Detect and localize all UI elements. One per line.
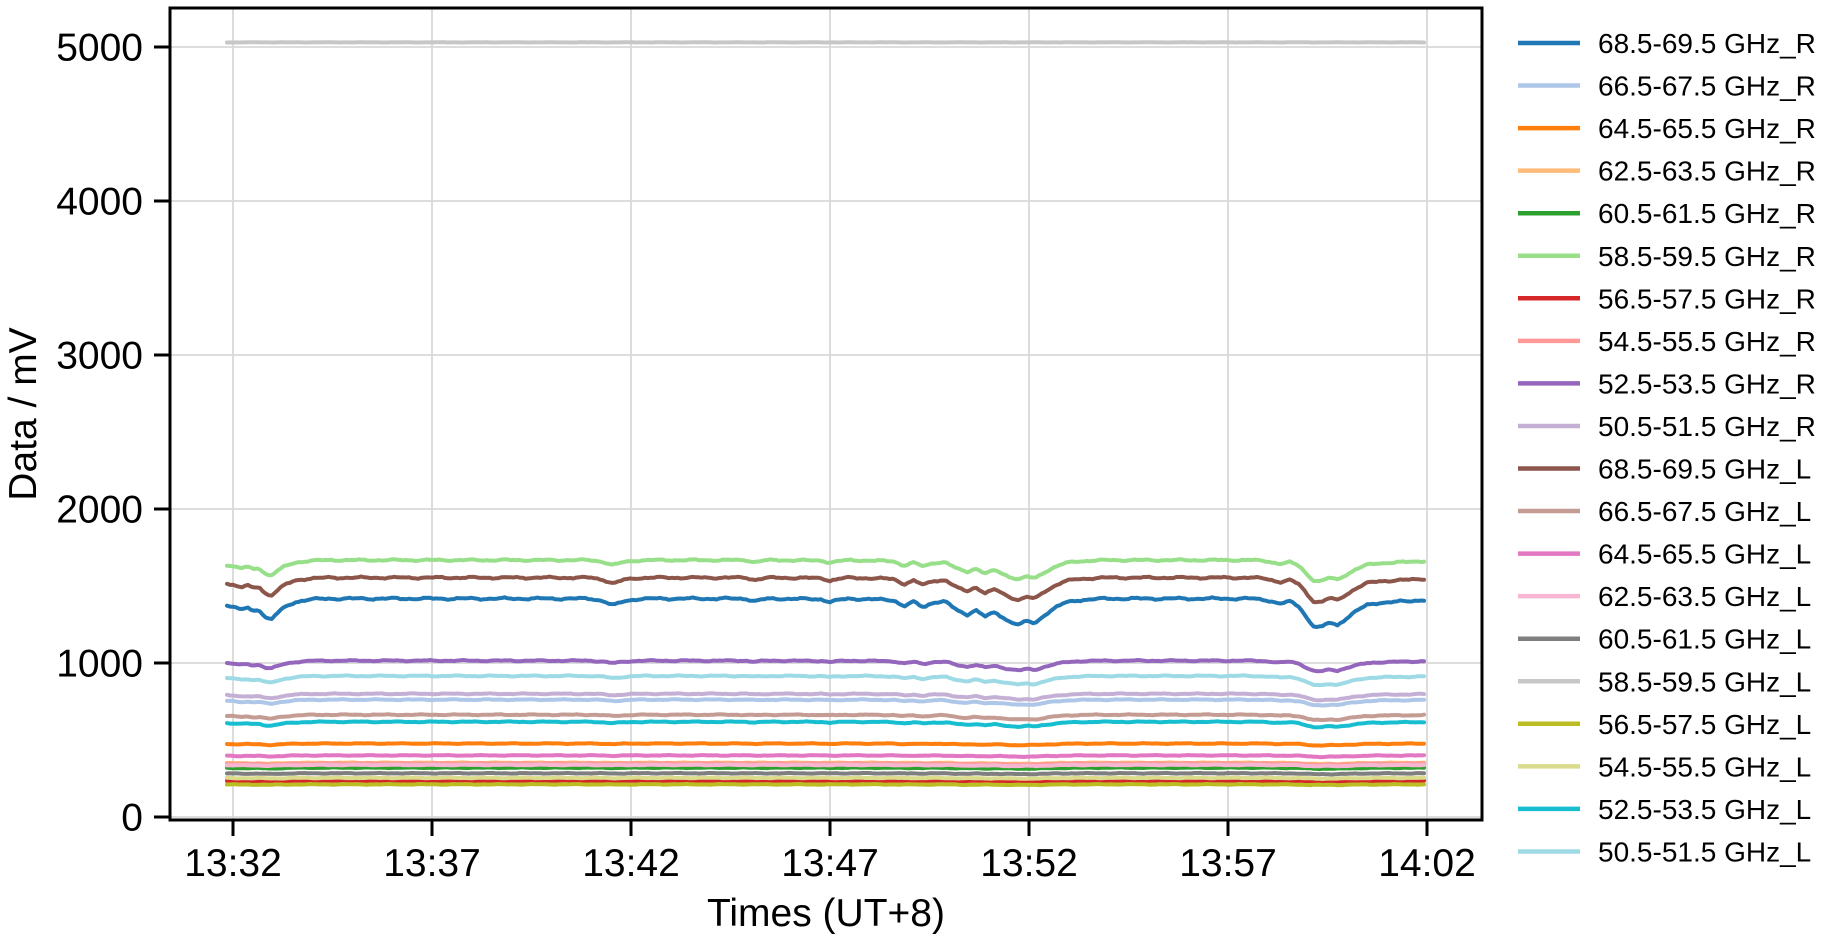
legend-item: 50.5-51.5 GHz_L (1518, 836, 1811, 867)
series-line-64-5-65-5-GHz-R (225, 741, 1426, 748)
y-ticks (154, 45, 170, 819)
legend-label: 68.5-69.5 GHz_L (1598, 454, 1811, 485)
series-line-60-5-61-5-GHz-L (225, 770, 1426, 777)
plot-border (168, 6, 1484, 822)
legend: 68.5-69.5 GHz_R 66.5-67.5 GHz_R 64.5-65.5 … (1518, 28, 1816, 867)
legend-item: 68.5-69.5 GHz_L (1518, 454, 1811, 485)
legend-item: 62.5-63.5 GHz_L (1518, 581, 1811, 612)
legend-item: 56.5-57.5 GHz_R (1518, 283, 1816, 314)
series-line-66-5-67-5-GHz-R (225, 697, 1426, 708)
y-tick-label: 5000 (56, 27, 143, 70)
legend-item: 66.5-67.5 GHz_R (1518, 71, 1816, 102)
series-line-54-5-55-5-GHz-L (225, 775, 1426, 781)
x-tick-label: 13:32 (184, 842, 282, 885)
series-line-66-5-67-5-GHz-L (225, 712, 1426, 723)
x-axis-label: Times (UT+8) (707, 892, 945, 935)
x-tick-label: 13:57 (1179, 842, 1277, 885)
y-tick-label: 0 (121, 797, 143, 840)
legend-item: 54.5-55.5 GHz_L (1518, 751, 1811, 782)
x-ticks (231, 820, 1429, 836)
x-tick-label: 13:37 (383, 842, 481, 885)
series-line-64-5-65-5-GHz-L (225, 753, 1426, 760)
y-axis-label: Data / mV (2, 327, 45, 500)
series-line-56-5-57-5-GHz-R (225, 778, 1426, 784)
y-tick-label: 1000 (56, 643, 143, 686)
legend-label: 52.5-53.5 GHz_R (1598, 368, 1816, 399)
legend-label: 66.5-67.5 GHz_L (1598, 496, 1811, 527)
legend-label: 52.5-53.5 GHz_L (1598, 794, 1811, 825)
legend-label: 54.5-55.5 GHz_R (1598, 326, 1816, 357)
legend-item: 60.5-61.5 GHz_R (1518, 198, 1816, 229)
legend-item: 66.5-67.5 GHz_L (1518, 496, 1811, 527)
x-tick-label: 13:42 (582, 842, 680, 885)
legend-item: 62.5-63.5 GHz_R (1518, 156, 1816, 187)
y-tick-label: 3000 (56, 335, 143, 378)
x-tick-label: 13:47 (781, 842, 879, 885)
series-line-52-5-53-5-GHz-R (225, 658, 1426, 674)
legend-label: 58.5-59.5 GHz_L (1598, 666, 1811, 697)
legend-item: 64.5-65.5 GHz_R (1518, 113, 1816, 144)
series-line-50-5-51-5-GHz-L (225, 673, 1426, 688)
legend-item: 68.5-69.5 GHz_R (1518, 28, 1816, 59)
series-line-56-5-57-5-GHz-L (225, 781, 1426, 788)
legend-label: 66.5-67.5 GHz_R (1598, 71, 1816, 102)
series-lines (225, 40, 1426, 788)
y-tick-label: 4000 (56, 181, 143, 224)
legend-label: 62.5-63.5 GHz_L (1598, 581, 1811, 612)
legend-label: 54.5-55.5 GHz_L (1598, 751, 1811, 782)
legend-item: 64.5-65.5 GHz_L (1518, 539, 1811, 570)
series-line-52-5-53-5-GHz-L (225, 719, 1426, 730)
legend-label: 60.5-61.5 GHz_L (1598, 624, 1811, 655)
legend-item: 58.5-59.5 GHz_R (1518, 241, 1816, 272)
series-line-68-5-69-5-GHz-L (225, 574, 1426, 605)
legend-label: 50.5-51.5 GHz_R (1598, 411, 1816, 442)
y-tick-labels: 0 1000 2000 3000 4000 5000 (56, 27, 143, 840)
series-line-62-5-63-5-GHz-L (225, 762, 1426, 769)
legend-item: 50.5-51.5 GHz_R (1518, 411, 1816, 442)
legend-label: 56.5-57.5 GHz_R (1598, 283, 1816, 314)
legend-label: 56.5-57.5 GHz_L (1598, 709, 1811, 740)
legend-label: 50.5-51.5 GHz_L (1598, 836, 1811, 867)
legend-item: 58.5-59.5 GHz_L (1518, 666, 1811, 697)
legend-label: 60.5-61.5 GHz_R (1598, 198, 1816, 229)
legend-label: 68.5-69.5 GHz_R (1598, 28, 1816, 59)
series-line-68-5-69-5-GHz-R (225, 595, 1426, 629)
legend-item: 56.5-57.5 GHz_L (1518, 709, 1811, 740)
series-line-58-5-59-5-GHz-R (225, 557, 1426, 584)
x-tick-label: 13:52 (980, 842, 1078, 885)
legend-label: 58.5-59.5 GHz_R (1598, 241, 1816, 272)
x-tick-labels: 13:32 13:37 13:42 13:47 13:52 13:57 14:02 (184, 842, 1476, 885)
series-line-50-5-51-5-GHz-R (225, 691, 1426, 703)
legend-label: 64.5-65.5 GHz_L (1598, 539, 1811, 570)
series-line-60-5-61-5-GHz-R (225, 765, 1426, 772)
legend-item: 52.5-53.5 GHz_L (1518, 794, 1811, 825)
legend-item: 52.5-53.5 GHz_R (1518, 368, 1816, 399)
legend-item: 54.5-55.5 GHz_R (1518, 326, 1816, 357)
y-tick-label: 2000 (56, 489, 143, 532)
legend-item: 60.5-61.5 GHz_L (1518, 624, 1811, 655)
x-tick-label: 14:02 (1378, 842, 1476, 885)
legend-label: 64.5-65.5 GHz_R (1598, 113, 1816, 144)
legend-label: 62.5-63.5 GHz_R (1598, 156, 1816, 187)
